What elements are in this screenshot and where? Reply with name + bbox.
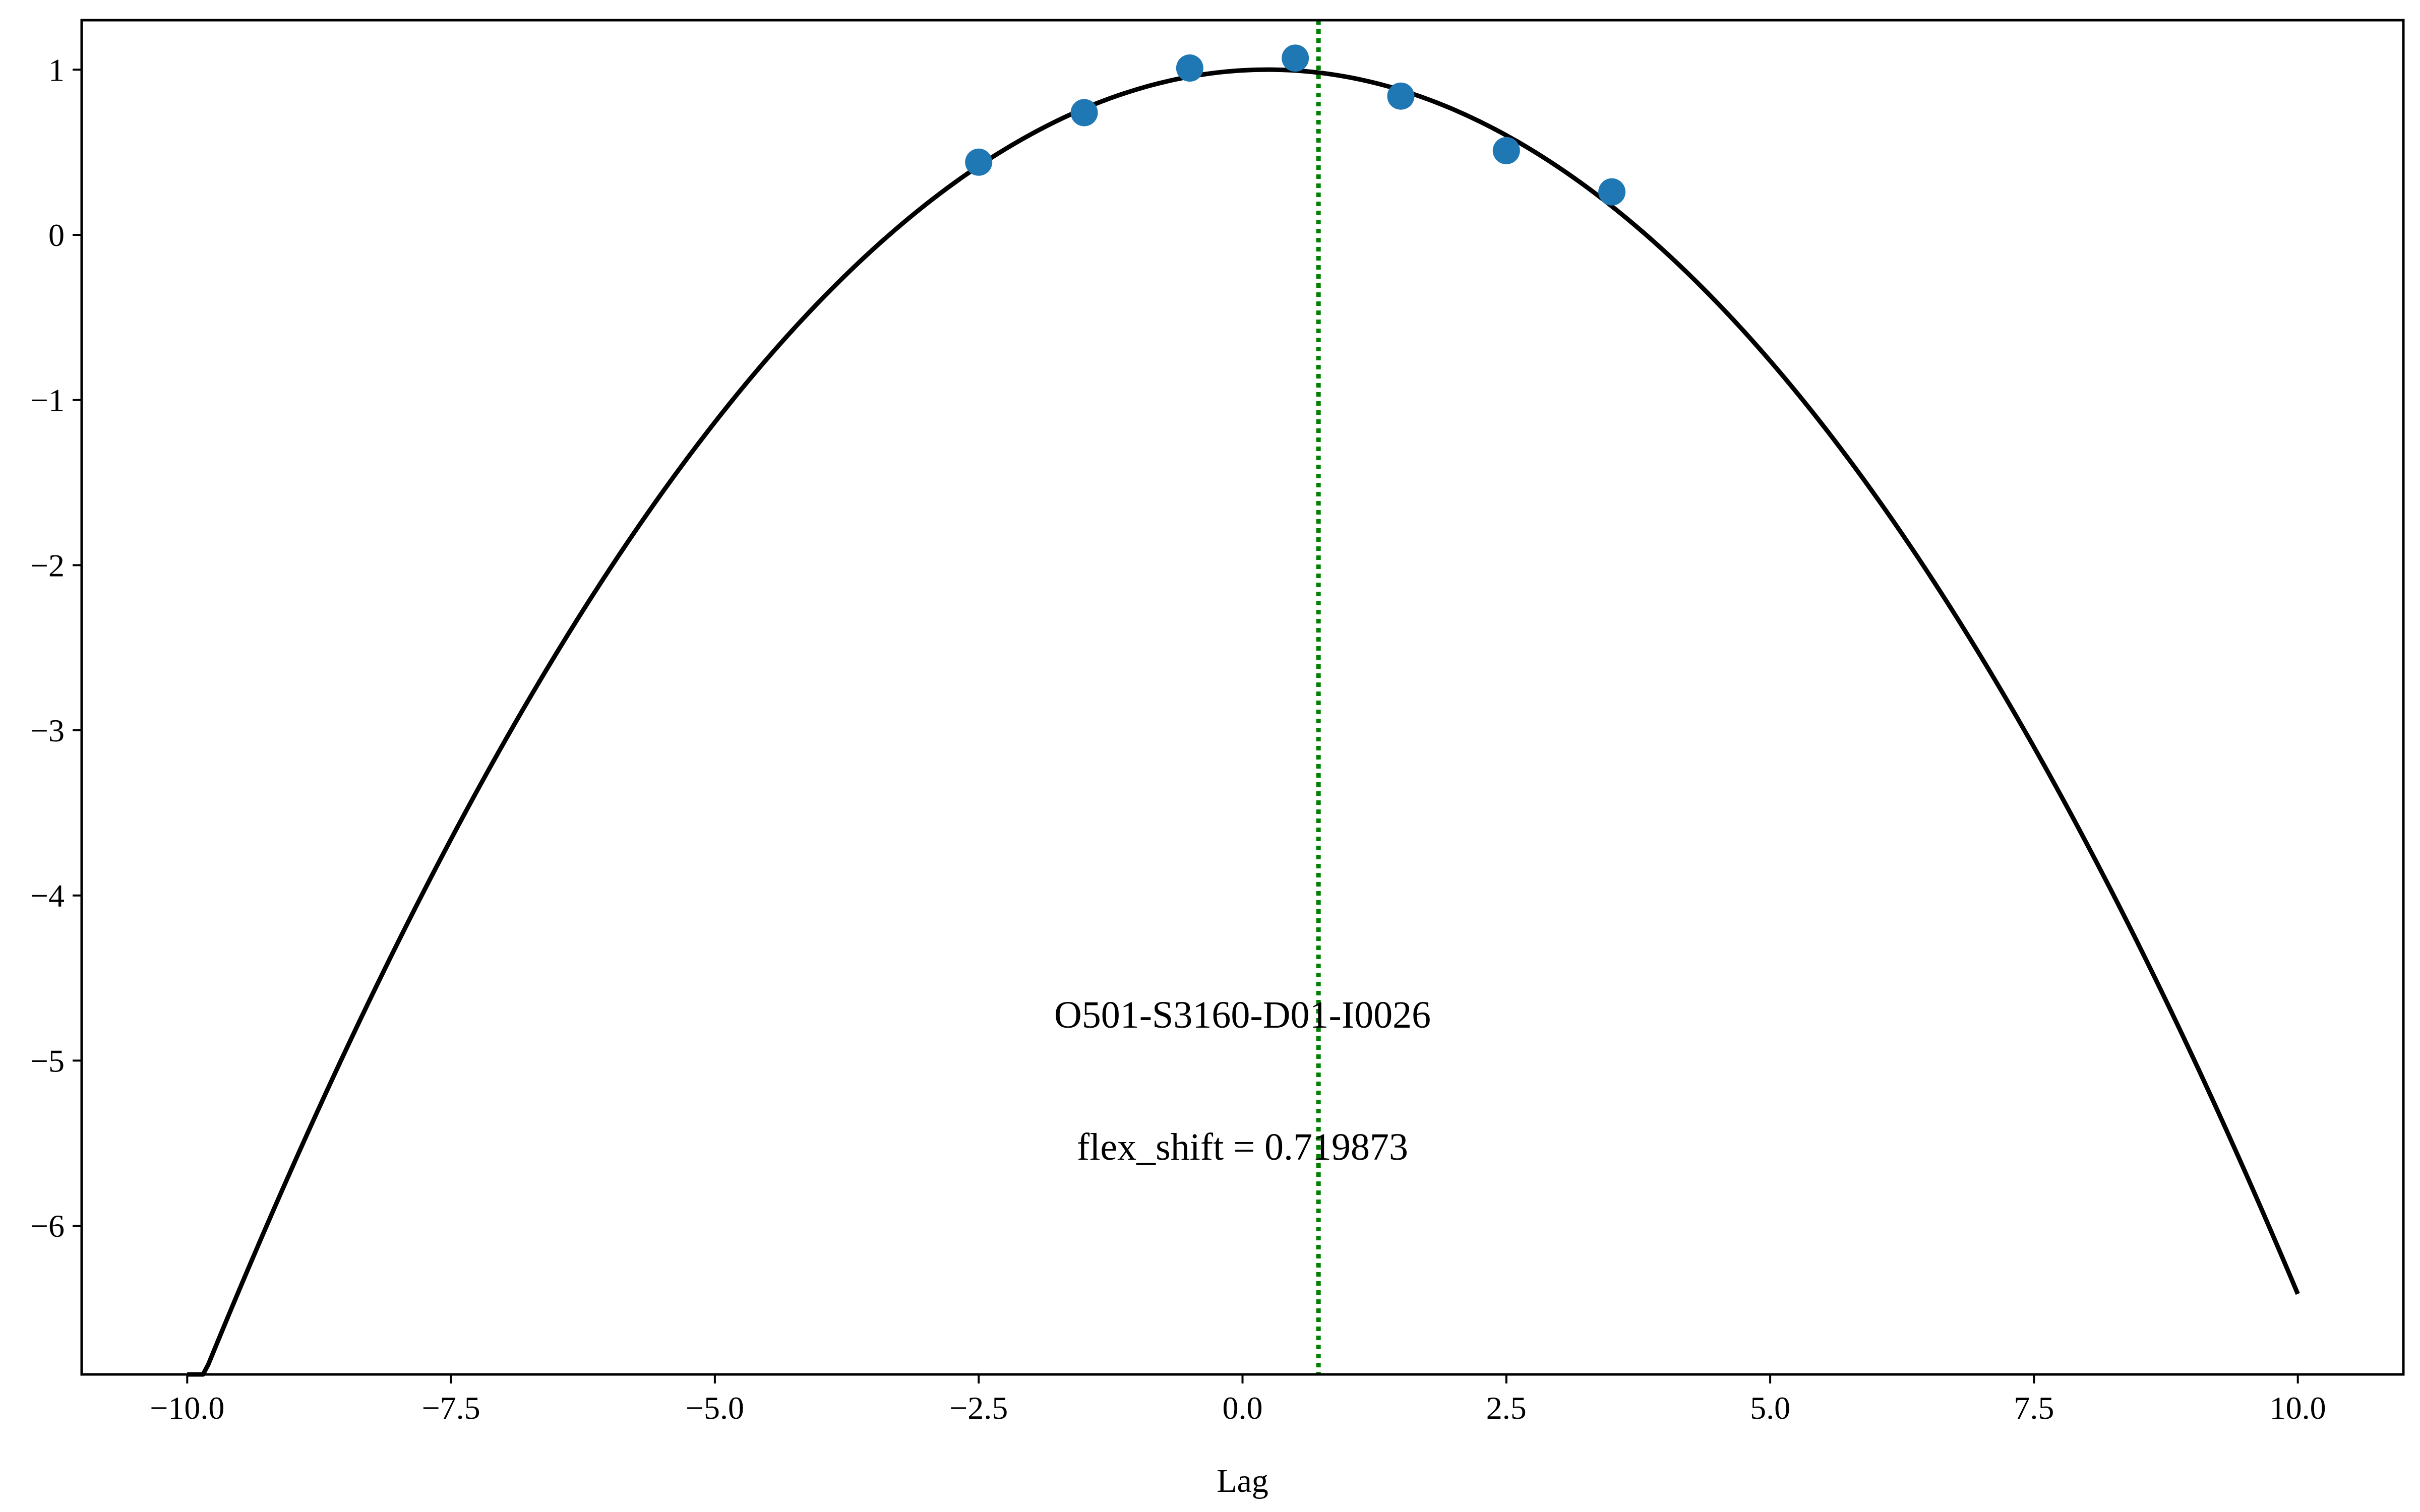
x-tick-label: −2.5 [949,1390,1008,1426]
y-tick-label: −1 [30,383,65,418]
x-tick-label: 7.5 [2014,1390,2054,1426]
data-point [1387,82,1415,110]
x-tick-label: −5.0 [686,1390,744,1426]
x-tick-label: 0.0 [1223,1390,1263,1426]
x-tick-label: −7.5 [422,1390,480,1426]
data-point [1282,44,1309,72]
x-tick-label: 10.0 [2270,1390,2326,1426]
y-tick-label: −3 [30,713,65,748]
x-tick-label: −10.0 [150,1390,224,1426]
data-point [1070,99,1098,127]
fit-curve [187,67,2300,1377]
data-point [1492,137,1520,164]
series-id: O501-S3160-D01-I0026 [1054,994,1431,1036]
flex-shift: flex_shift = 0.719873 [1077,1126,1408,1168]
y-tick-label: 1 [48,52,65,88]
data-point [1598,178,1626,206]
y-tick-label: 0 [48,217,65,253]
data-point [1176,54,1203,82]
y-tick-label: −4 [30,878,65,914]
plot-frame [80,19,2405,1376]
x-tick-label: 2.5 [1486,1390,1527,1426]
y-tick-label: −2 [30,547,65,583]
y-tick-label: −6 [30,1208,65,1244]
y-tick-label: −5 [30,1043,65,1079]
data-point [965,148,993,176]
x-tick-label: 5.0 [1750,1390,1790,1426]
x-axis-label: Lag [1217,1463,1268,1499]
